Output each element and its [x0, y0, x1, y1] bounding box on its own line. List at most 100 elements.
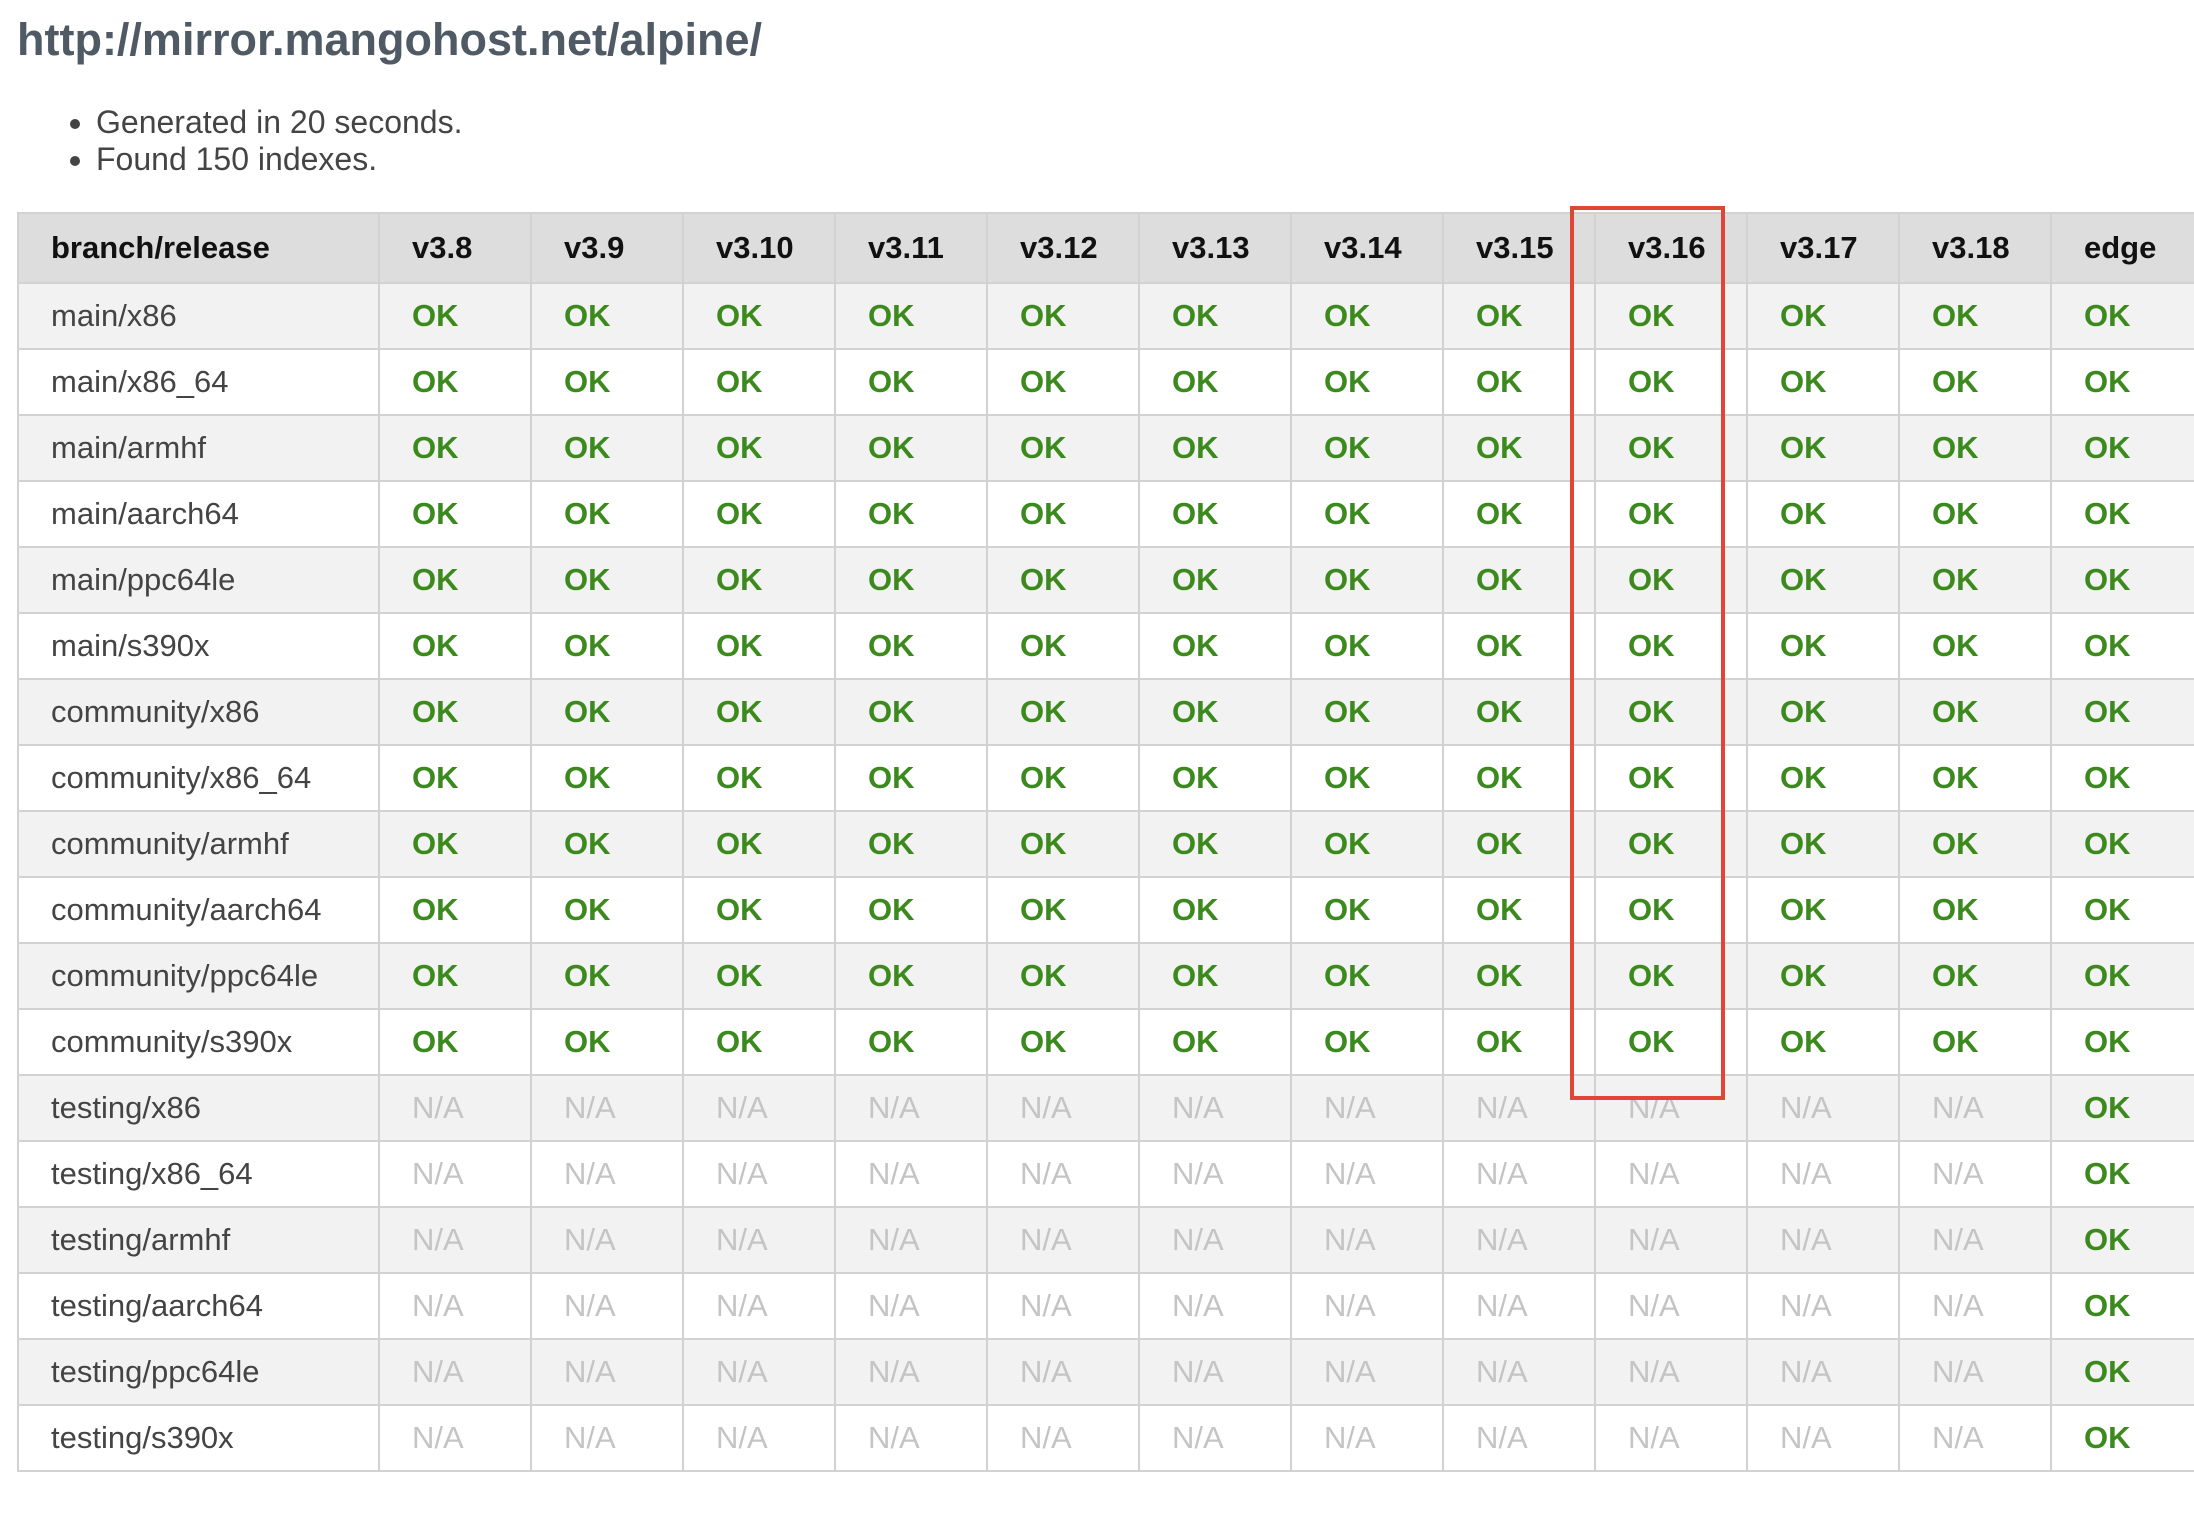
- status-ok: OK: [1898, 876, 2052, 944]
- status-ok: OK: [1746, 810, 1900, 878]
- status-ok: OK: [2050, 1008, 2194, 1076]
- status-ok: OK: [1746, 1008, 1900, 1076]
- status-na: N/A: [1746, 1206, 1900, 1274]
- status-ok: OK: [986, 1008, 1140, 1076]
- status-ok: OK: [1746, 612, 1900, 680]
- status-na: N/A: [1290, 1404, 1444, 1472]
- status-ok: OK: [2050, 480, 2194, 548]
- status-na: N/A: [834, 1404, 988, 1472]
- status-ok: OK: [682, 414, 836, 482]
- status-ok: OK: [1746, 282, 1900, 350]
- header-v3-9: v3.9: [530, 212, 684, 284]
- status-ok: OK: [1138, 414, 1292, 482]
- status-na: N/A: [834, 1206, 988, 1274]
- status-ok: OK: [530, 876, 684, 944]
- status-na: N/A: [1898, 1404, 2052, 1472]
- status-ok: OK: [682, 678, 836, 746]
- status-ok: OK: [1594, 546, 1748, 614]
- status-ok: OK: [1594, 480, 1748, 548]
- status-ok: OK: [1290, 282, 1444, 350]
- status-ok: OK: [682, 810, 836, 878]
- status-na: N/A: [1442, 1140, 1596, 1208]
- status-na: N/A: [1442, 1404, 1596, 1472]
- status-ok: OK: [1290, 480, 1444, 548]
- status-na: N/A: [1594, 1404, 1748, 1472]
- status-ok: OK: [2050, 744, 2194, 812]
- status-na: N/A: [378, 1338, 532, 1406]
- status-ok: OK: [834, 282, 988, 350]
- status-ok: OK: [1290, 942, 1444, 1010]
- status-table: branch/release v3.8 v3.9 v3.10 v3.11 v3.12 v3.…: [17, 212, 2194, 1472]
- status-ok: OK: [834, 612, 988, 680]
- status-ok: OK: [1138, 348, 1292, 416]
- status-na: N/A: [834, 1140, 988, 1208]
- status-ok: OK: [834, 810, 988, 878]
- status-na: N/A: [1594, 1074, 1748, 1142]
- status-na: N/A: [1594, 1140, 1748, 1208]
- status-ok: OK: [1898, 282, 2052, 350]
- table-row: main/x86_64 OK OK OK OK OK OK OK OK OK OK OK OK: [17, 348, 2194, 416]
- status-ok: OK: [1290, 876, 1444, 944]
- status-ok: OK: [2050, 546, 2194, 614]
- status-ok: OK: [1290, 1008, 1444, 1076]
- status-ok: OK: [1594, 1008, 1748, 1076]
- status-ok: OK: [1746, 480, 1900, 548]
- status-na: N/A: [1138, 1140, 1292, 1208]
- status-ok: OK: [834, 744, 988, 812]
- status-na: N/A: [1746, 1074, 1900, 1142]
- status-ok: OK: [1594, 348, 1748, 416]
- status-ok: OK: [1138, 876, 1292, 944]
- status-ok: OK: [1746, 678, 1900, 746]
- summary-item-indexes: Found 150 indexes.: [96, 141, 462, 178]
- status-ok: OK: [378, 480, 532, 548]
- status-ok: OK: [530, 942, 684, 1010]
- status-ok: OK: [1594, 810, 1748, 878]
- table-row: main/aarch64 OK OK OK OK OK OK OK OK OK OK OK OK: [17, 480, 2194, 548]
- status-ok: OK: [834, 876, 988, 944]
- status-ok: OK: [1594, 612, 1748, 680]
- status-ok: OK: [1746, 348, 1900, 416]
- branch-name: community/aarch64: [17, 876, 380, 944]
- status-na: N/A: [1746, 1338, 1900, 1406]
- status-ok: OK: [1442, 876, 1596, 944]
- status-na: N/A: [1442, 1074, 1596, 1142]
- status-ok: OK: [834, 348, 988, 416]
- status-na: N/A: [1290, 1272, 1444, 1340]
- status-ok: OK: [2050, 612, 2194, 680]
- status-na: N/A: [1746, 1140, 1900, 1208]
- status-na: N/A: [1138, 1404, 1292, 1472]
- branch-name: testing/x86: [17, 1074, 380, 1142]
- status-ok: OK: [682, 744, 836, 812]
- status-table-container: branch/release v3.8 v3.9 v3.10 v3.11 v3.12 v3.…: [17, 212, 2194, 1509]
- status-ok: OK: [986, 282, 1140, 350]
- status-ok: OK: [378, 414, 532, 482]
- status-ok: OK: [378, 1008, 532, 1076]
- branch-name: community/x86: [17, 678, 380, 746]
- status-ok: OK: [378, 282, 532, 350]
- status-ok: OK: [1898, 1008, 2052, 1076]
- status-na: N/A: [1290, 1074, 1444, 1142]
- status-ok: OK: [1898, 678, 2052, 746]
- branch-name: main/ppc64le: [17, 546, 380, 614]
- status-ok: OK: [1442, 1008, 1596, 1076]
- header-v3-16: v3.16: [1594, 212, 1748, 284]
- branch-name: testing/aarch64: [17, 1272, 380, 1340]
- summary-item-generated: Generated in 20 seconds.: [96, 104, 462, 141]
- status-ok: OK: [986, 348, 1140, 416]
- header-v3-18: v3.18: [1898, 212, 2052, 284]
- status-ok: OK: [2050, 1404, 2194, 1472]
- status-ok: OK: [1290, 348, 1444, 416]
- status-ok: OK: [834, 678, 988, 746]
- status-ok: OK: [1442, 744, 1596, 812]
- status-ok: OK: [2050, 414, 2194, 482]
- status-na: N/A: [1898, 1140, 2052, 1208]
- status-na: N/A: [986, 1074, 1140, 1142]
- status-na: N/A: [986, 1404, 1140, 1472]
- status-na: N/A: [378, 1404, 532, 1472]
- table-row: testing/aarch64 N/A N/A N/A N/A N/A N/A N/A N/A N…: [17, 1272, 2194, 1340]
- status-ok: OK: [530, 1008, 684, 1076]
- status-ok: OK: [834, 414, 988, 482]
- status-ok: OK: [1442, 480, 1596, 548]
- status-ok: OK: [986, 414, 1140, 482]
- table-row: community/x86 OK OK OK OK OK OK OK OK OK OK OK OK: [17, 678, 2194, 746]
